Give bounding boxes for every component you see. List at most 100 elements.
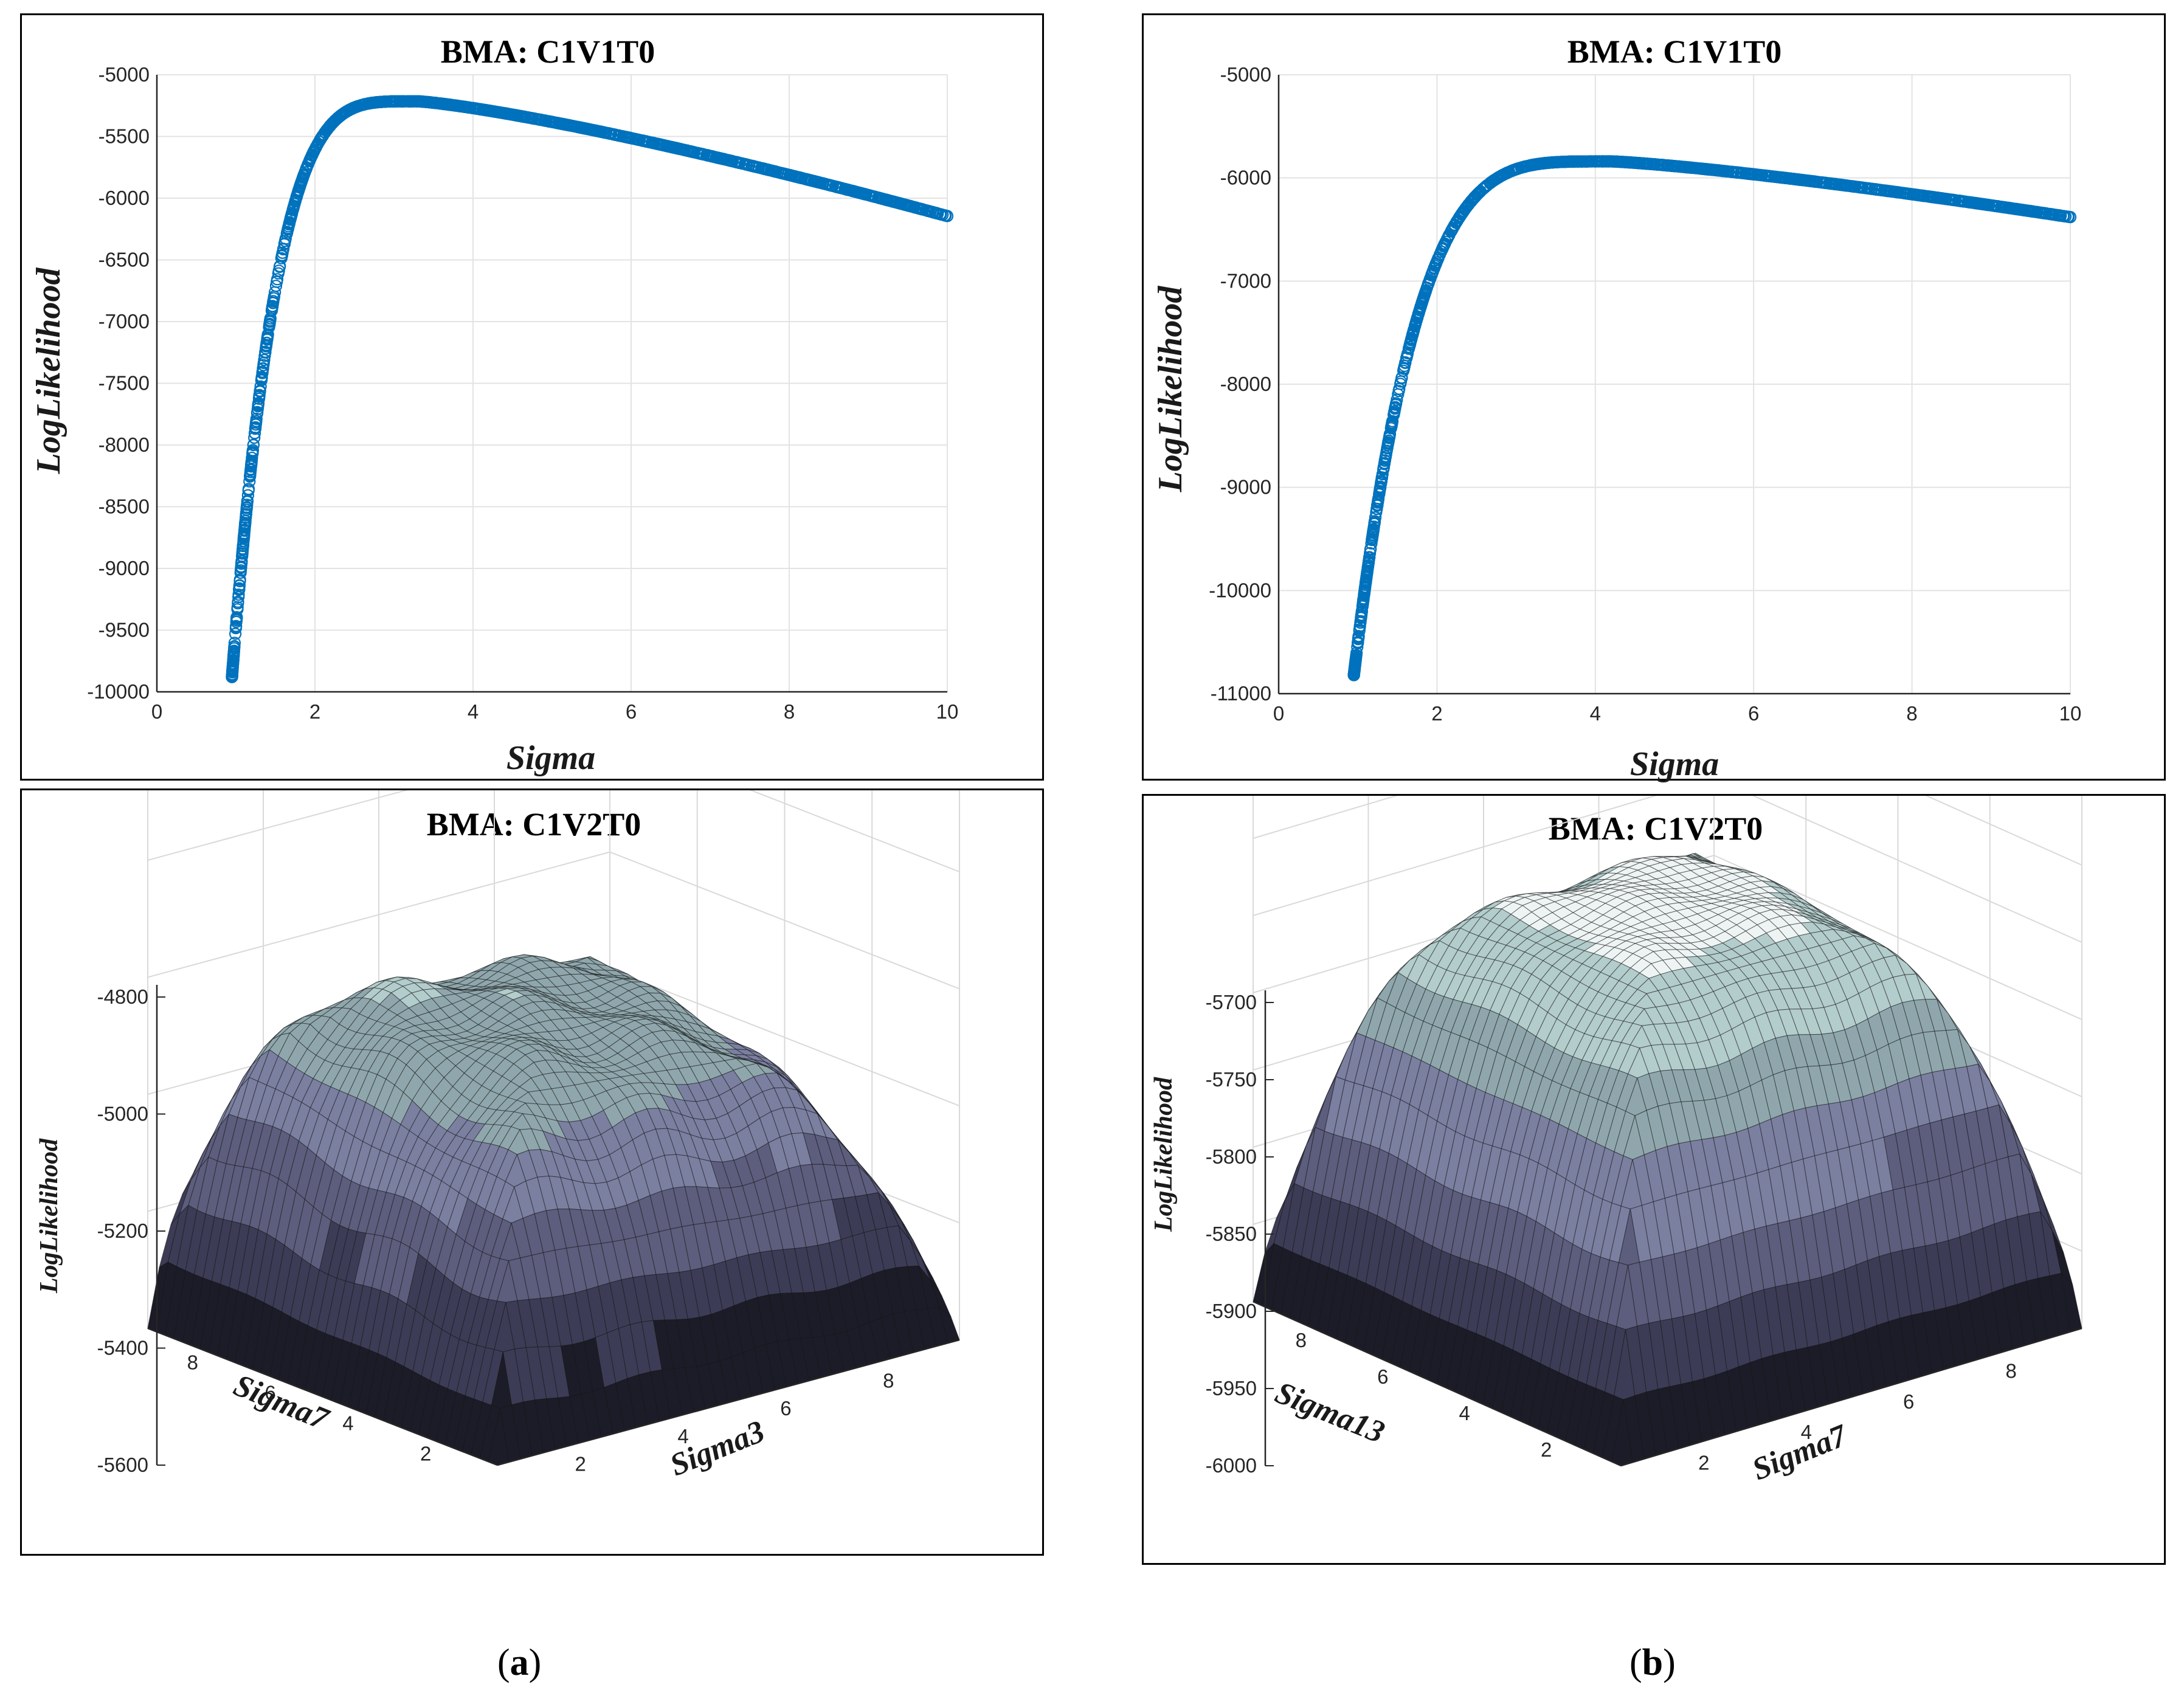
data-point xyxy=(227,647,240,660)
data-point xyxy=(279,232,292,245)
data-point xyxy=(228,640,241,653)
y-tick-label: -11000 xyxy=(1211,682,1271,705)
data-point xyxy=(238,531,251,543)
data-point xyxy=(2064,211,2077,224)
data-point xyxy=(241,489,254,502)
y-tick-label: -5000 xyxy=(98,63,150,86)
data-point xyxy=(244,466,257,478)
y-tick-label: -6000 xyxy=(98,187,150,209)
data-point xyxy=(232,597,244,610)
x-tick-label: 2 xyxy=(575,1453,586,1475)
data-point xyxy=(1369,511,1382,524)
data-point xyxy=(1363,551,1376,564)
data-point xyxy=(1417,292,1429,305)
data-point xyxy=(1382,436,1395,449)
x-tick-label: 8 xyxy=(883,1369,894,1392)
surface xyxy=(147,954,960,1466)
data-point xyxy=(1400,352,1413,365)
surface-chart-a: BMA: C1V2T0 -4800-5000-5200-5400-5600 246… xyxy=(35,790,960,1483)
data-point xyxy=(237,543,249,556)
data-point xyxy=(269,286,282,298)
y-tick-label: -5500 xyxy=(98,125,150,148)
x-axis-label: Sigma xyxy=(506,739,595,777)
data-point xyxy=(1375,475,1387,488)
data-point xyxy=(236,547,249,560)
data-point xyxy=(238,524,251,537)
data-point xyxy=(1364,542,1377,555)
data-point xyxy=(226,671,238,683)
y-tick-label: -10000 xyxy=(87,680,150,703)
surface-chart-b: BMA: C1V2T0 -5700-5750-5800-5850-5900-59… xyxy=(1150,796,2082,1487)
chart-title: BMA: C1V2T0 xyxy=(427,806,641,843)
y-tick-label: -5000 xyxy=(1220,63,1271,86)
data-point xyxy=(295,176,308,189)
x-tick-label: 6 xyxy=(626,700,637,723)
data-point xyxy=(300,164,313,176)
data-point xyxy=(250,412,263,426)
x-tick-label: 4 xyxy=(677,1425,688,1447)
y-tick-label: -7000 xyxy=(1220,269,1271,292)
data-points xyxy=(226,95,954,683)
y-tick-label: 4 xyxy=(342,1412,353,1435)
y-tick-label: -8500 xyxy=(98,495,150,518)
data-point xyxy=(233,583,246,596)
data-point xyxy=(235,556,248,569)
data-point xyxy=(1429,260,1442,272)
data-point xyxy=(249,418,262,431)
chart-title: BMA: C1V1T0 xyxy=(441,33,655,70)
chart-title: BMA: C1V2T0 xyxy=(1549,810,1763,847)
data-point xyxy=(240,506,253,519)
data-point xyxy=(256,367,269,379)
y-tick-label: 8 xyxy=(187,1351,198,1374)
panel-b-top: BMA: C1V1T0 0 2 4 6 8 10 -5000 -6000 -7000 -8000-… xyxy=(1142,13,2166,782)
data-point xyxy=(1401,347,1414,360)
data-points xyxy=(1347,155,2077,681)
y-axis-label: LogLikelihood xyxy=(1152,285,1189,492)
data-point xyxy=(1381,441,1394,454)
data-point xyxy=(1350,649,1363,662)
data-point xyxy=(1347,669,1360,681)
x-tick-label: 8 xyxy=(784,700,795,723)
data-point xyxy=(285,208,298,221)
x-tick-label: 6 xyxy=(780,1397,791,1420)
data-point xyxy=(255,374,268,387)
y-tick-label: -6500 xyxy=(98,249,150,271)
x-tick-label: 0 xyxy=(1273,702,1284,725)
data-point xyxy=(246,446,259,458)
y-tick-label: -10000 xyxy=(1209,579,1271,601)
data-point xyxy=(1373,488,1386,501)
data-point xyxy=(229,627,242,640)
data-point xyxy=(259,345,272,358)
x-tick-label: 2 xyxy=(1431,702,1442,725)
data-point xyxy=(242,483,255,495)
data-point xyxy=(247,438,260,452)
data-point xyxy=(1383,429,1396,441)
y-axis-label: LogLikelihood xyxy=(30,267,67,474)
y-tick-label: -7000 xyxy=(98,310,150,333)
y-tick-label: -7500 xyxy=(98,372,150,395)
data-point xyxy=(1353,620,1366,633)
data-point xyxy=(1362,559,1375,571)
panel-b-bottom: BMA: C1V2T0 -5700 -5750 -5800 -5850 -5900 -59… xyxy=(1142,794,2166,1565)
z-tick-label: -5600 xyxy=(97,1454,148,1476)
y-tick-label: -8000 xyxy=(1220,373,1271,395)
data-point xyxy=(1409,316,1422,329)
data-point xyxy=(1422,278,1434,291)
data-point xyxy=(1414,300,1427,313)
y-tick-label: -9500 xyxy=(98,619,150,641)
scatter-chart-a: BMA: C1V1T0 0 2 4 6 8 10-5000-5500-6000-6500-… xyxy=(30,33,958,777)
data-point xyxy=(229,621,243,633)
data-point xyxy=(1352,630,1365,643)
data-point xyxy=(1405,333,1418,346)
z-tick-label: -4800 xyxy=(97,985,148,1008)
data-point xyxy=(226,666,239,679)
data-point xyxy=(268,292,280,305)
data-point xyxy=(1355,611,1367,624)
x-axis-label: Sigma xyxy=(1630,745,1719,782)
x-tick-label: 2 xyxy=(309,700,320,723)
x-tick-label: 0 xyxy=(151,700,162,723)
data-point xyxy=(1386,416,1398,429)
axes: 0 2 4 6 8 10-5000-6000-7000-8000-9000-10000-1… xyxy=(1209,63,2081,725)
data-point xyxy=(1357,593,1370,606)
data-point xyxy=(1367,526,1380,539)
